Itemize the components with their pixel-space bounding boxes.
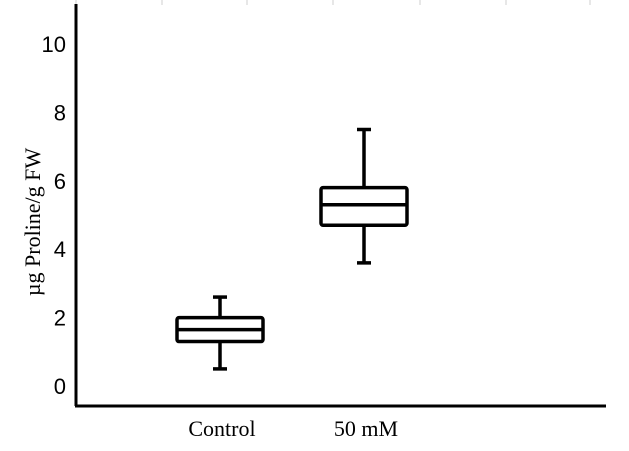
y-axis-label: µg Proline/g FW	[20, 148, 45, 297]
y-tick-label-4: 4	[54, 237, 66, 262]
y-tick-label-10: 10	[42, 32, 66, 57]
category-labels: Control 50 mM	[188, 416, 398, 441]
box-control	[175, 295, 265, 371]
y-tick-label-8: 8	[54, 100, 66, 125]
y-tick-labels: 0 2 4 6 8 10	[42, 32, 66, 399]
boxes	[175, 127, 409, 371]
y-tick-label-2: 2	[54, 306, 66, 331]
y-tick-label-6: 6	[54, 169, 66, 194]
category-label-control: Control	[188, 416, 255, 441]
box-50-mm	[319, 127, 409, 265]
top-tick-marks	[75, 0, 591, 5]
y-tick-label-0: 0	[54, 374, 66, 399]
category-label-50-mm: 50 mM	[334, 416, 398, 441]
